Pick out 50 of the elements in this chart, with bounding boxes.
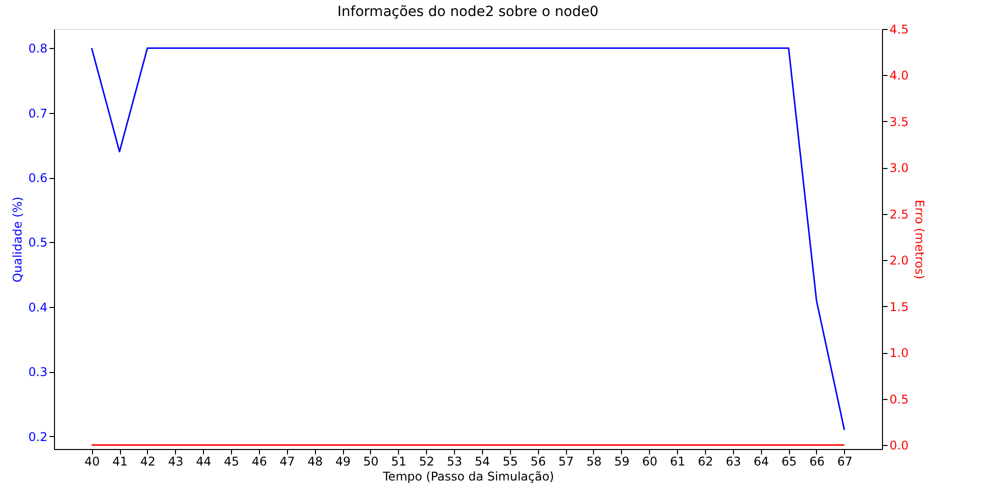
x-tick-label: 53 — [446, 454, 462, 468]
x-tick-label: 49 — [335, 454, 351, 468]
x-tick-label: 43 — [168, 454, 184, 468]
x-tick-label: 66 — [809, 454, 825, 468]
x-tick-label: 62 — [698, 454, 714, 468]
x-tick-label: 48 — [308, 454, 323, 468]
x-tick-label: 56 — [530, 454, 546, 468]
x-tick-label: 46 — [252, 454, 268, 468]
x-tick-label: 40 — [84, 454, 100, 468]
y2-tick-label: 0.0 — [890, 438, 909, 453]
x-tick-label: 59 — [614, 454, 630, 468]
x-tick-label: 63 — [726, 454, 741, 468]
x-axis-title: Tempo (Passo da Simulação) — [382, 470, 554, 484]
y-axis-title: Qualidade (%) — [10, 196, 24, 282]
y-tick-label: 0.5 — [28, 236, 48, 250]
x-tick-label: 54 — [474, 454, 490, 468]
y2-tick-label: 4.5 — [890, 22, 909, 36]
y-tick-label: 0.6 — [28, 171, 48, 186]
y2-tick-label: 1.0 — [890, 346, 909, 360]
x-tick-label: 65 — [781, 454, 797, 468]
chart-title: Informações do node2 sobre o node0 — [337, 4, 599, 20]
y-tick-label: 0.8 — [28, 42, 48, 56]
x-tick-label: 47 — [280, 454, 295, 468]
y2-tick-label: 1.5 — [890, 300, 909, 314]
x-tick-label: 67 — [837, 454, 853, 468]
x-tick-label: 61 — [670, 454, 686, 468]
x-tick-label: 51 — [391, 454, 406, 468]
x-tick-label: 44 — [196, 454, 212, 468]
line-series — [90, 47, 846, 431]
y2-axis-title: Erro (metros) — [912, 200, 927, 280]
y2-tick-label: 4.0 — [890, 68, 909, 83]
x-tick-label: 50 — [363, 454, 379, 468]
x-tick-label: 52 — [419, 454, 434, 468]
x-tick-label: 55 — [502, 454, 518, 468]
y-tick-label: 0.7 — [28, 106, 48, 120]
y2-tick-label: 2.0 — [890, 254, 909, 268]
y-tick-label: 0.3 — [28, 365, 48, 380]
x-tick-label: 58 — [586, 454, 602, 468]
x-tick-label: 60 — [642, 454, 658, 468]
x-tick-label: 64 — [754, 454, 769, 468]
y2-tick-label: 3.0 — [890, 161, 909, 176]
x-tick-label: 57 — [558, 454, 574, 468]
y-tick-label: 0.4 — [28, 300, 48, 314]
x-tick-label: 42 — [140, 454, 156, 468]
y2-tick-label: 3.5 — [890, 114, 909, 129]
x-tick-label: 41 — [112, 454, 128, 468]
y2-tick-label: 2.5 — [890, 207, 909, 222]
y-tick-label: 0.2 — [28, 430, 48, 444]
x-tick-label: 45 — [224, 454, 240, 468]
y2-tick-label: 0.5 — [890, 392, 909, 406]
